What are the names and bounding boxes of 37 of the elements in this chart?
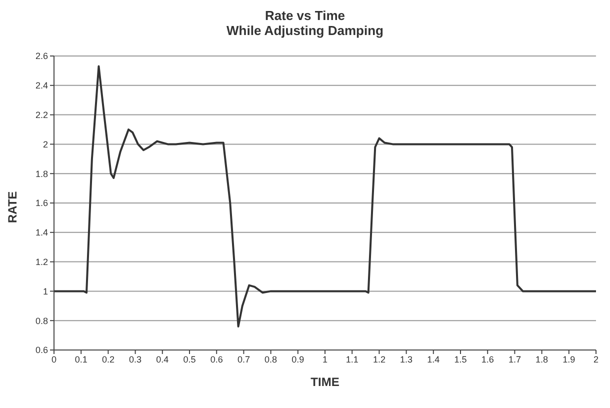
y-tick-label: 2.6 <box>35 51 48 62</box>
x-tick-label: 0.2 <box>102 354 114 364</box>
x-tick-label: 1.2 <box>372 354 386 364</box>
x-tick-label: 1.6 <box>481 354 494 364</box>
x-tick-label: 1.5 <box>454 354 467 364</box>
x-tick-label: 1.1 <box>346 354 358 364</box>
x-tick-label: 1.4 <box>427 354 440 364</box>
y-tick-label: 1.2 <box>35 256 48 267</box>
line-series <box>54 65 596 328</box>
x-tick-label: 1.3 <box>400 354 413 364</box>
x-tick-label: 0 <box>51 354 57 364</box>
y-tick-label: 0.6 <box>35 345 48 356</box>
chart-subtitle: While Adjusting Damping <box>226 23 384 38</box>
x-tick-label: 1.7 <box>508 354 521 364</box>
x-tick-label: 1 <box>322 354 328 364</box>
y-tick-label: 2.2 <box>35 110 48 120</box>
y-tick-label: 1.6 <box>35 198 48 208</box>
x-axis-title: TIME <box>310 375 340 389</box>
x-tick-label: 0.9 <box>292 354 304 364</box>
x-tick-label: 1.8 <box>536 354 548 364</box>
x-tick-label: 0.5 <box>183 354 196 364</box>
x-tick-label: 0.3 <box>129 354 142 364</box>
x-tick-label: 1.9 <box>562 354 576 364</box>
y-tick-label: 2.4 <box>35 80 48 91</box>
x-tick-label: 0.7 <box>237 354 250 364</box>
y-axis-title: RATE <box>5 191 20 223</box>
x-tick-label: 0.4 <box>156 354 169 364</box>
chart-title: Rate vs Time <box>264 8 346 23</box>
y-tick-label: 1 <box>42 286 48 296</box>
x-tick-label: 2 <box>593 354 599 364</box>
y-tick-label: 1.8 <box>35 168 48 179</box>
x-tick-label: 0.6 <box>210 354 223 364</box>
x-tick-label: 0.1 <box>74 354 88 364</box>
y-tick-label: 2 <box>42 139 48 150</box>
y-tick-label: 0.8 <box>35 316 48 326</box>
y-tick-label: 1.4 <box>35 228 48 238</box>
x-tick-label: 0.8 <box>264 354 278 364</box>
